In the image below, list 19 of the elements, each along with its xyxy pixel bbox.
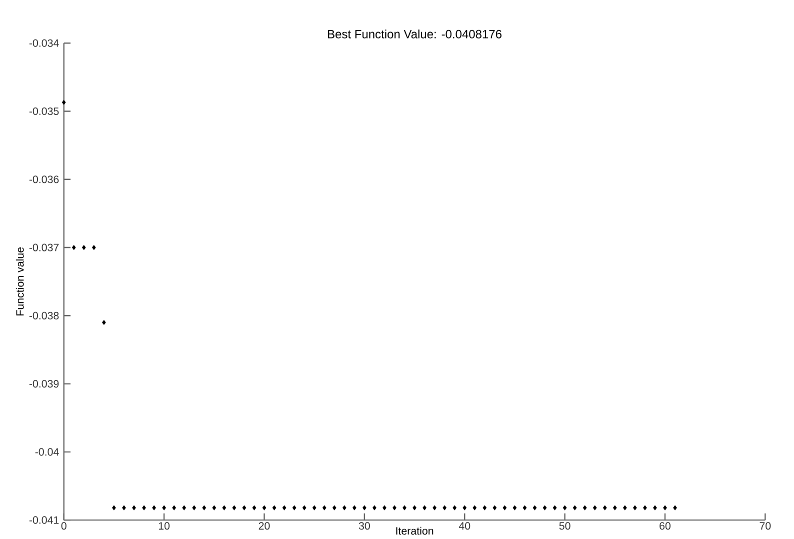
x-tick-label: 20: [258, 522, 270, 530]
x-axis-title: Iteration: [396, 526, 434, 535]
y-tick-label: -0.041: [29, 516, 59, 524]
y-axis-title: Function value: [16, 247, 24, 316]
x-tick-label: 50: [559, 522, 570, 530]
y-tick-label: -0.038: [29, 312, 59, 320]
y-tick-label: -0.037: [29, 244, 59, 252]
x-tick-label: 10: [158, 522, 170, 530]
x-tick-label: 0: [61, 522, 66, 530]
y-tick-label: -0.034: [29, 39, 59, 47]
x-tick-label: 30: [358, 522, 370, 530]
y-tick-label: -0.035: [29, 107, 59, 116]
y-tick-label: -0.036: [29, 176, 59, 184]
x-tick-label: 60: [660, 522, 671, 530]
y-tick-label: -0.04: [35, 448, 59, 456]
y-tick-label: -0.039: [29, 380, 59, 388]
x-tick-label: 40: [458, 522, 470, 530]
x-tick-label: 70: [760, 522, 771, 530]
chart-title: Best Function Value: -0.0408176: [328, 30, 502, 38]
